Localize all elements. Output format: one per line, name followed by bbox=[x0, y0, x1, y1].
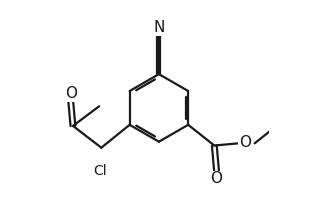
Text: O: O bbox=[65, 86, 77, 101]
Text: O: O bbox=[211, 171, 222, 186]
Text: O: O bbox=[239, 135, 251, 150]
Text: Cl: Cl bbox=[93, 164, 107, 178]
Text: N: N bbox=[153, 20, 164, 35]
